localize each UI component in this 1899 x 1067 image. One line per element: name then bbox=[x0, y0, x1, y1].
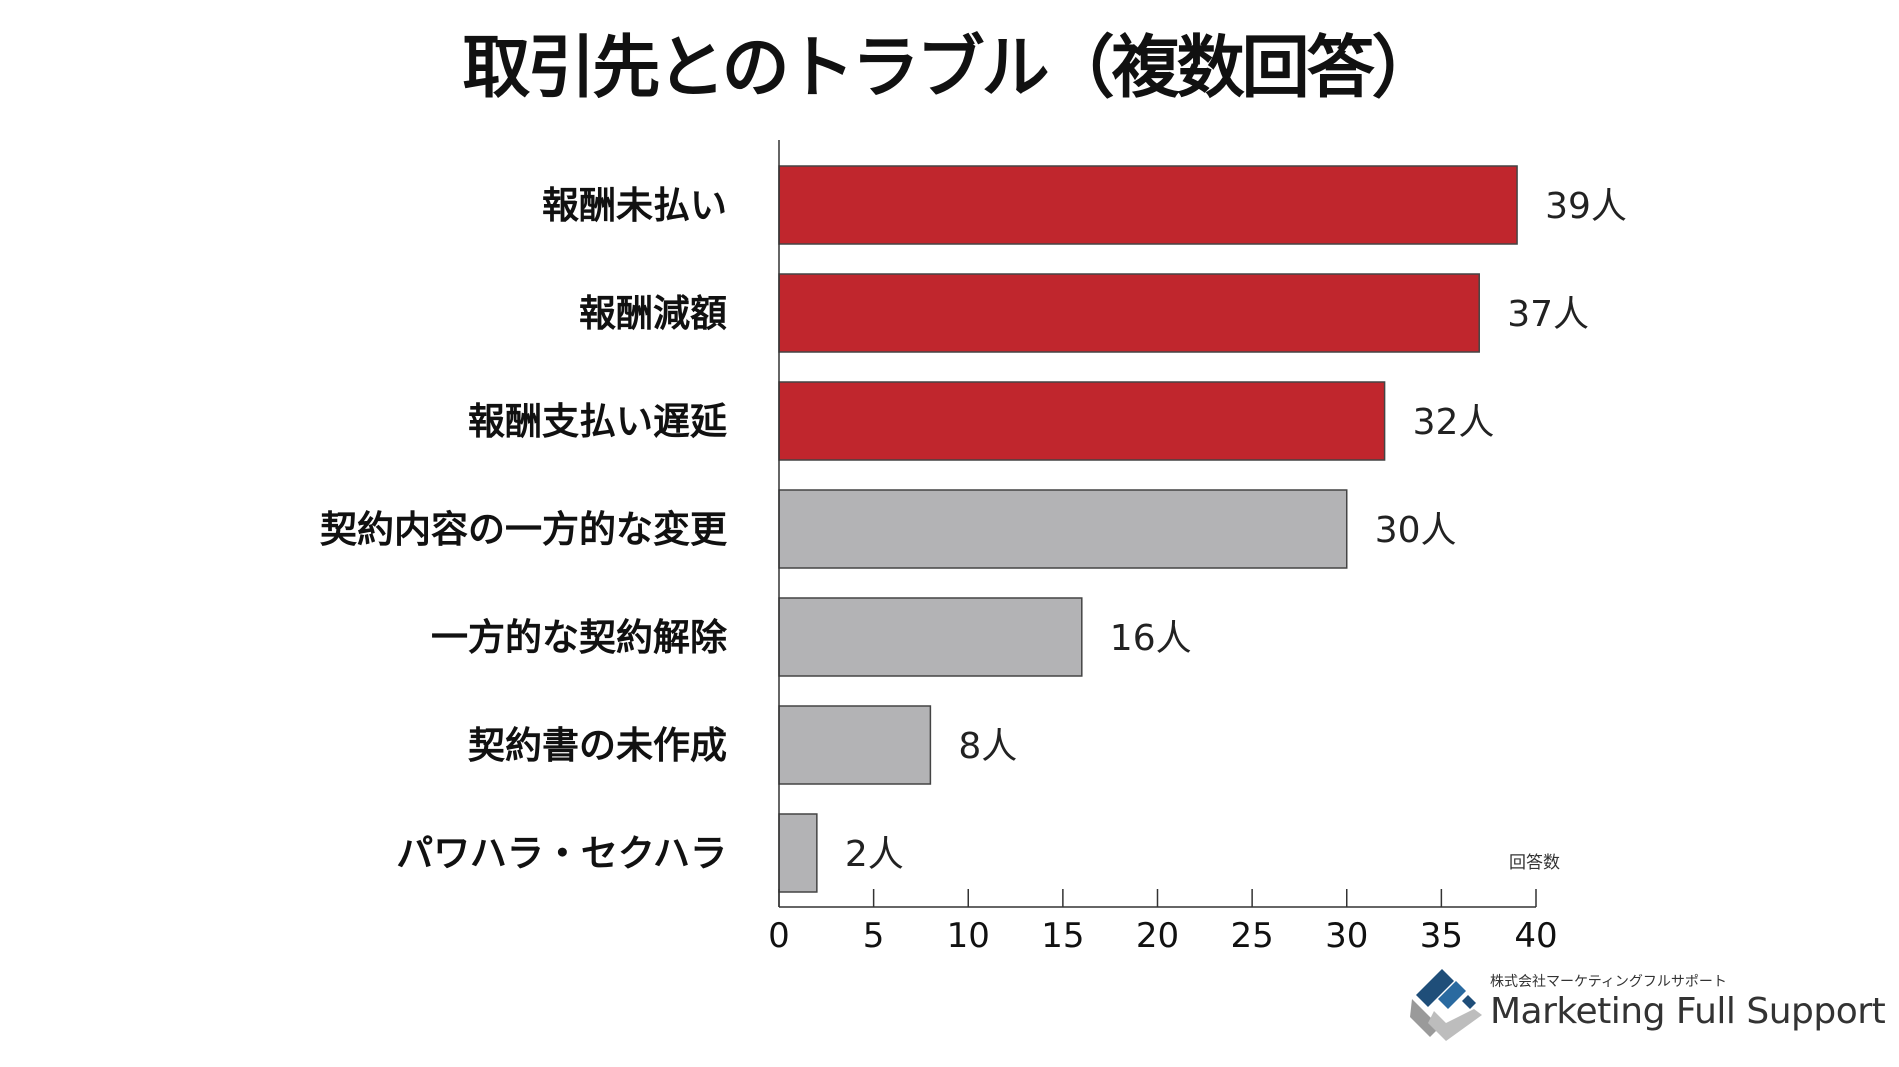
category-label: 報酬支払い遅延 bbox=[468, 400, 727, 443]
x-tick-label: 30 bbox=[1325, 916, 1368, 956]
chart-title: 取引先とのトラブル（複数回答） bbox=[462, 29, 1439, 108]
x-tick-label: 40 bbox=[1514, 916, 1557, 956]
logo-mark-icon bbox=[1410, 969, 1482, 1041]
bar bbox=[778, 165, 1518, 245]
data-label: 2人 bbox=[845, 834, 904, 875]
logo-company-jp: 株式会社マーケティングフルサポート bbox=[1490, 974, 1727, 990]
bar bbox=[778, 597, 1083, 677]
x-tick-label: 15 bbox=[1041, 916, 1084, 956]
x-tick-label: 20 bbox=[1136, 916, 1179, 956]
category-label: 報酬減額 bbox=[579, 292, 727, 335]
data-label: 39人 bbox=[1545, 186, 1627, 227]
x-axis-title: 回答数 bbox=[1509, 853, 1560, 873]
data-label: 37人 bbox=[1507, 294, 1589, 335]
bar bbox=[778, 273, 1480, 353]
x-tick-label: 0 bbox=[768, 916, 790, 956]
bar bbox=[778, 813, 818, 893]
company-logo: 株式会社マーケティングフルサポート Marketing Full Support bbox=[1408, 965, 1886, 1045]
x-tick-label: 25 bbox=[1230, 916, 1273, 956]
data-label: 16人 bbox=[1110, 618, 1192, 659]
category-label: 一方的な契約解除 bbox=[431, 616, 728, 659]
category-label: パワハラ・セクハラ bbox=[396, 832, 727, 875]
bar bbox=[778, 705, 932, 785]
data-label: 30人 bbox=[1375, 510, 1457, 551]
x-tick-label: 10 bbox=[947, 916, 990, 956]
category-label: 報酬未払い bbox=[542, 184, 727, 227]
x-tick-label: 5 bbox=[863, 916, 885, 956]
logo-company-en: Marketing Full Support bbox=[1490, 991, 1886, 1032]
x-tick-label: 35 bbox=[1420, 916, 1463, 956]
bar bbox=[778, 381, 1386, 461]
category-label: 契約内容の一方的な変更 bbox=[320, 508, 728, 551]
data-label: 32人 bbox=[1413, 402, 1495, 443]
data-label: 8人 bbox=[958, 726, 1017, 767]
category-label: 契約書の未作成 bbox=[468, 724, 727, 767]
bar bbox=[778, 489, 1348, 569]
